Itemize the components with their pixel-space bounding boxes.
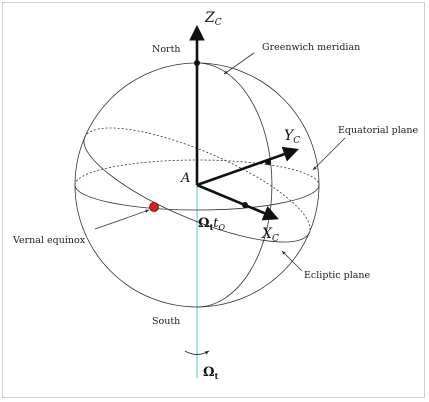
equatorial-plane-label: Equatorial plane [338, 125, 419, 136]
ecliptic-leader-arrow [281, 250, 303, 272]
greenwich-leader-arrow [223, 52, 255, 75]
z-axis-label: ZC [204, 10, 222, 28]
y-axis-arrow [196, 146, 299, 187]
x-axis-arrow [196, 183, 279, 221]
greenwich-meridian-label: Greenwich meridian [262, 42, 360, 53]
figure-frame [2, 2, 425, 398]
equatorial-leader-arrow [312, 137, 346, 171]
x-axis-point [242, 202, 248, 208]
ecliptic-ellipse [83, 127, 311, 243]
greenwich-meridian-arc [196, 62, 273, 308]
rotation-angle-label: ΩttO [198, 216, 226, 232]
north-pole-point [194, 60, 200, 66]
equator-front-arc [74, 184, 320, 211]
x-axis-label: XC [261, 226, 279, 244]
origin-label: A [180, 171, 190, 186]
south-label: South [152, 316, 180, 327]
vernal-equinox-point [149, 202, 159, 212]
vernal-equinox-label: Vernal equinox [12, 235, 86, 246]
vernal-leader-arrow [94, 209, 150, 230]
meridian-equator-point [265, 159, 271, 165]
rotation-rate-label: Ωt [203, 365, 219, 381]
north-label: North [152, 44, 181, 55]
rotation-curl-icon [184, 350, 210, 355]
ecliptic-plane-label: Ecliptic plane [304, 270, 371, 281]
y-axis-label: YC [284, 128, 300, 146]
